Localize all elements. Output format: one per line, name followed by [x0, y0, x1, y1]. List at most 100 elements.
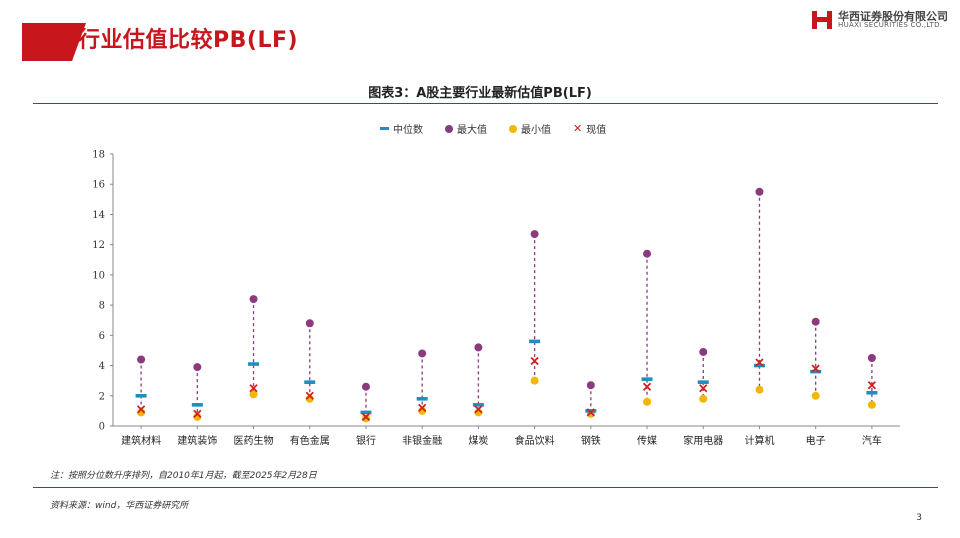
min-point	[643, 397, 652, 406]
title-accent-bar	[22, 23, 86, 61]
y-tick-label: 14	[92, 210, 105, 221]
median-bar	[360, 410, 372, 415]
max-point	[867, 354, 876, 362]
min-point	[249, 390, 258, 399]
legend-current: ✕ 现值	[573, 121, 607, 137]
max-point	[193, 363, 202, 372]
chart-title: 图表3：A股主要行业最新估值PB(LF)	[368, 86, 592, 101]
logo-english-name: HUAXI SECURITIES CO.,LTD.	[838, 21, 943, 30]
x-category-label: 建筑装饰	[177, 434, 217, 447]
max-marker-icon	[445, 124, 453, 133]
current-point	[811, 364, 820, 373]
current-point	[530, 356, 539, 366]
max-point	[530, 230, 539, 239]
median-bar	[248, 362, 260, 366]
current-point	[136, 405, 146, 414]
y-tick-label: 12	[92, 240, 105, 251]
median-bar	[810, 369, 822, 374]
max-point	[361, 382, 370, 391]
x-category-label: 电子	[806, 434, 826, 447]
min-point	[530, 376, 539, 385]
company-logo: 华西证券股份有限公司 HUAXI SECURITIES CO.,LTD.	[811, 9, 948, 31]
x-category-label: 食品饮料	[515, 434, 555, 447]
max-point	[699, 347, 708, 356]
legend-max-label: 最大值	[457, 125, 487, 136]
legend-median: 中位数	[380, 121, 423, 136]
min-point	[867, 400, 876, 409]
y-tick-label: 0	[99, 422, 105, 433]
max-point	[586, 381, 595, 390]
median-bar	[866, 390, 878, 395]
y-tick-label: 18	[92, 150, 105, 161]
x-category-label: 传媒	[637, 435, 657, 447]
current-point	[642, 382, 652, 391]
current-point	[418, 403, 427, 413]
x-category-label: 非银金融	[402, 434, 442, 447]
min-point	[811, 391, 820, 400]
y-tick-label: 16	[92, 180, 105, 191]
page-title: 行业估值比较PB(LF)	[78, 28, 299, 53]
current-point	[586, 408, 595, 417]
median-bar	[641, 377, 653, 381]
y-tick-label: 2	[99, 391, 105, 402]
legend-min: 最小值	[509, 121, 551, 136]
title-divider	[33, 103, 938, 104]
current-point	[305, 391, 314, 400]
median-bar	[753, 363, 765, 368]
x-category-label: 煤炭	[468, 434, 488, 447]
median-bar	[416, 397, 428, 401]
min-marker-icon	[509, 124, 517, 133]
max-point	[418, 349, 427, 358]
max-point	[305, 319, 314, 328]
logo-chinese-name: 华西证券股份有限公司	[838, 9, 948, 23]
y-tick-label: 6	[99, 331, 105, 342]
median-bar	[135, 393, 147, 398]
current-point	[474, 405, 483, 414]
median-bar	[472, 403, 484, 407]
min-point	[699, 394, 708, 403]
min-point	[361, 414, 370, 423]
footer-divider	[33, 487, 938, 488]
y-tick-label: 4	[99, 361, 105, 372]
max-point	[811, 317, 820, 326]
x-category-label: 钢铁	[581, 434, 601, 447]
current-point	[193, 409, 202, 419]
x-category-label: 银行	[356, 434, 376, 447]
max-point	[755, 187, 764, 196]
legend-max: 最大值	[445, 121, 487, 136]
max-point	[137, 355, 146, 364]
median-bar	[191, 403, 203, 407]
median-bar	[304, 380, 316, 384]
max-point	[249, 295, 258, 304]
current-point	[699, 384, 708, 393]
current-point	[249, 384, 258, 393]
median-marker-icon	[380, 127, 389, 130]
y-tick-label: 8	[99, 301, 105, 312]
legend-min-label: 最小值	[521, 125, 551, 136]
median-bar	[585, 409, 597, 413]
x-category-label: 汽车	[862, 434, 882, 447]
chart-legend: 中位数 最大值 最小值 ✕ 现值	[380, 121, 606, 136]
current-marker-icon: ✕	[573, 121, 583, 135]
max-point	[474, 343, 483, 352]
current-point	[867, 381, 877, 390]
x-category-label: 建筑材料	[121, 434, 161, 447]
max-point	[643, 249, 652, 258]
x-category-label: 医药生物	[234, 434, 274, 447]
chart-footnote: 注：按照分位数升序排列，自2010年1月起，截至2025年2月28日	[50, 471, 317, 481]
page-number: 3	[916, 513, 922, 523]
min-point	[755, 385, 764, 394]
x-category-label: 计算机	[744, 434, 774, 447]
median-bar	[529, 339, 541, 344]
legend-current-label: 现值	[586, 125, 607, 136]
y-tick-label: 10	[92, 270, 105, 281]
x-category-label: 有色金属	[290, 434, 330, 447]
huaxi-logo-icon	[812, 11, 832, 29]
current-point	[755, 358, 764, 367]
median-bar	[697, 380, 709, 384]
chart-source: 资料来源：wind，华西证券研究所	[50, 501, 189, 511]
current-point	[361, 412, 371, 422]
x-category-label: 家用电器	[683, 434, 723, 447]
legend-median-label: 中位数	[393, 125, 423, 136]
